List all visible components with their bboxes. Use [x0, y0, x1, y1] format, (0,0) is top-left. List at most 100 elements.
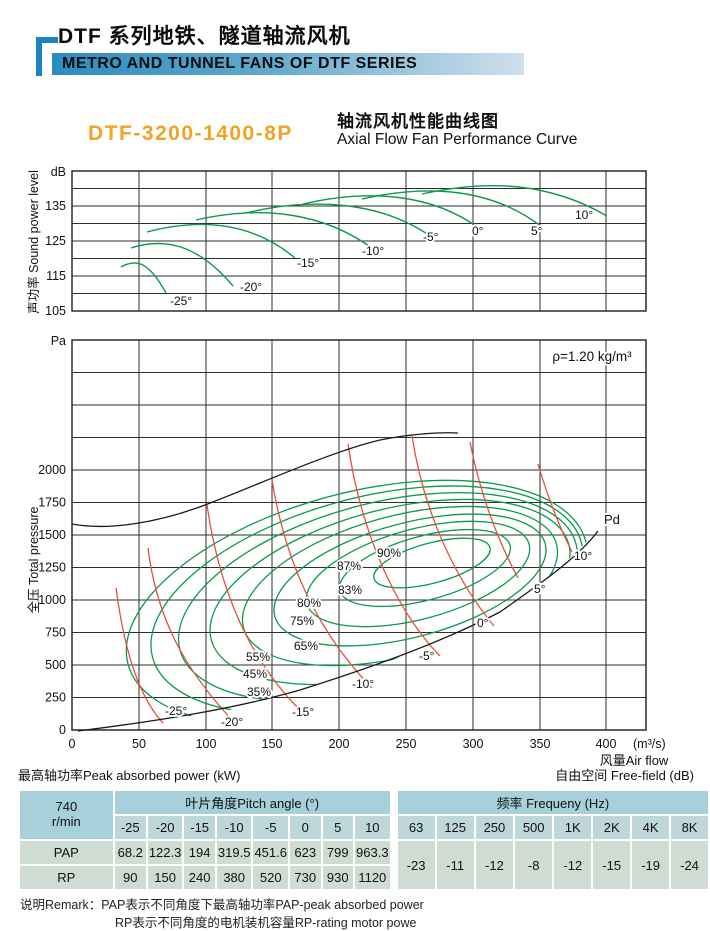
noise-ytick: 135: [45, 199, 66, 213]
pitch-angle-labels: -25° -20° -15° -10° -5° 0° 5° 10°: [163, 547, 594, 731]
pitch-curve--25: [115, 587, 164, 724]
noise-curve-5: [361, 190, 543, 228]
pressure-chart: Pa 2000 1750 1500 1250 1000 750 500 250 …: [26, 334, 669, 768]
flow-xtick: 0: [69, 737, 76, 751]
free-field-table: 频率 Frequeny (Hz) 63 125 250 500 1K 2K 4K…: [396, 789, 710, 891]
noise-angle-label: -5°: [423, 230, 439, 244]
free-field-value: -12: [475, 841, 514, 889]
noise-angle-label: -25°: [170, 294, 192, 308]
freq-cell: 125: [436, 816, 474, 839]
section-title-cn: 轴流风机性能曲线图: [337, 112, 499, 131]
pd-label: Pd: [604, 512, 620, 527]
pap-value: 623: [289, 841, 321, 864]
noise-curve--15: [146, 223, 296, 259]
remark-line-1: 说明Remark：PAP表示不同角度下最高轴功率PAP-peak absorbe…: [20, 898, 424, 912]
flow-xtick: 400: [596, 737, 617, 751]
free-field-value: -15: [593, 841, 631, 889]
pitch-label: -20°: [221, 715, 243, 729]
efficiency-contour-35: [125, 479, 589, 727]
header-banner: METRO AND TUNNEL FANS OF DTF SERIES: [52, 53, 524, 75]
pitch-label: 10°: [574, 549, 592, 563]
pressure-chart-grid: [72, 340, 646, 730]
efficiency-contour-87: [338, 528, 512, 608]
pressure-ytick: 1500: [38, 528, 66, 542]
fan-model-number: DTF-3200-1400-8P: [88, 122, 293, 145]
rp-value: 240: [184, 866, 215, 889]
efficiency-label: 87%: [337, 559, 361, 573]
flow-axis-label: 风量Air flow: [600, 753, 669, 768]
noise-angle-label: -15°: [297, 256, 319, 270]
rp-label: RP: [20, 866, 113, 889]
pressure-chart-border: [71, 339, 647, 731]
section-title-en: Axial Flow Fan Performance Curve: [337, 131, 578, 148]
pressure-ytick: 1750: [38, 496, 66, 510]
pressure-ytick: 1250: [38, 561, 66, 575]
free-field-value: -12: [554, 841, 592, 889]
free-field-value: -8: [515, 841, 553, 889]
noise-unit-label: dB: [51, 165, 66, 179]
pap-value: 319.5: [216, 841, 252, 864]
noise-chart-grid: [72, 171, 646, 311]
freq-cell: 250: [475, 816, 514, 839]
flow-xtick: 100: [196, 737, 217, 751]
noise-angle-label: -10°: [362, 244, 384, 258]
rp-value: 150: [147, 866, 183, 889]
free-field-value: -24: [671, 841, 708, 889]
power-table-title: 最高轴功率Peak absorbed power (kW): [18, 768, 241, 783]
rpm-cell: 740 r/min: [20, 791, 113, 839]
pressure-ytick: 2000: [38, 463, 66, 477]
pitch-label: -5°: [419, 649, 435, 663]
angle-cell: 0: [289, 816, 321, 839]
noise-curve--5: [245, 203, 434, 239]
pap-value: 451.6: [253, 841, 288, 864]
header-bracket-accent: [36, 37, 58, 76]
noise-angle-label: 0°: [472, 224, 484, 238]
efficiency-label: 75%: [290, 614, 314, 628]
noise-table-title: 自由空间 Free-field (dB): [555, 768, 694, 783]
pitch-label: 0°: [477, 616, 489, 630]
noise-curve--25: [120, 262, 167, 294]
pap-row: PAP 68.2 122.3 194 319.5 451.6 623 799 9…: [20, 841, 390, 864]
angle-cell: 5: [322, 816, 354, 839]
freq-cell: 4K: [632, 816, 670, 839]
free-field-value: -23: [397, 841, 435, 889]
noise-curves: [120, 184, 608, 294]
noise-curve--10: [195, 212, 377, 252]
free-field-value: -11: [436, 841, 474, 889]
angle-row: -25 -20 -15 -10 -5 0 5 10: [20, 816, 390, 839]
noise-chart-border: [71, 170, 647, 312]
rp-row: RP 90 150 240 380 520 730 930 1120: [20, 866, 390, 889]
pap-value: 122.3: [147, 841, 183, 864]
angle-cell: -20: [147, 816, 183, 839]
pitch-label: -10°: [352, 677, 374, 691]
page-title: DTF 系列地铁、隧道轴流风机: [58, 25, 351, 48]
flow-xtick: 350: [530, 737, 551, 751]
pd-dynamic-pressure-curve: [77, 530, 599, 732]
efficiency-label: 80%: [297, 596, 321, 610]
rp-value: 90: [114, 866, 146, 889]
frequency-header: 频率 Frequeny (Hz): [397, 791, 708, 814]
flow-xtick: 50: [132, 737, 146, 751]
flow-xtick: 300: [463, 737, 484, 751]
efficiency-contours: [125, 479, 589, 727]
pap-value: 194: [184, 841, 215, 864]
noise-y-axis-label: 声功率 Sound power level: [26, 170, 41, 314]
efficiency-contour-83: [305, 520, 531, 628]
pitch-curve--5: [347, 443, 441, 657]
noise-ytick: 105: [45, 304, 66, 318]
noise-ytick: 115: [46, 269, 66, 283]
flow-xtick: 200: [329, 737, 350, 751]
efficiency-label: 55%: [246, 650, 270, 664]
pitch-curve-5: [469, 441, 519, 579]
pap-value: 963.3: [355, 841, 390, 864]
noise-curve-10: [421, 184, 608, 217]
angle-cell: -15: [184, 816, 215, 839]
pitch-curve--20: [147, 547, 234, 722]
density-note: ρ=1.20 kg/m³: [552, 349, 632, 364]
flow-xtick: 150: [262, 737, 283, 751]
pressure-ytick: 500: [45, 658, 66, 672]
angle-cell: -25: [114, 816, 146, 839]
rpm-unit: r/min: [51, 814, 81, 829]
